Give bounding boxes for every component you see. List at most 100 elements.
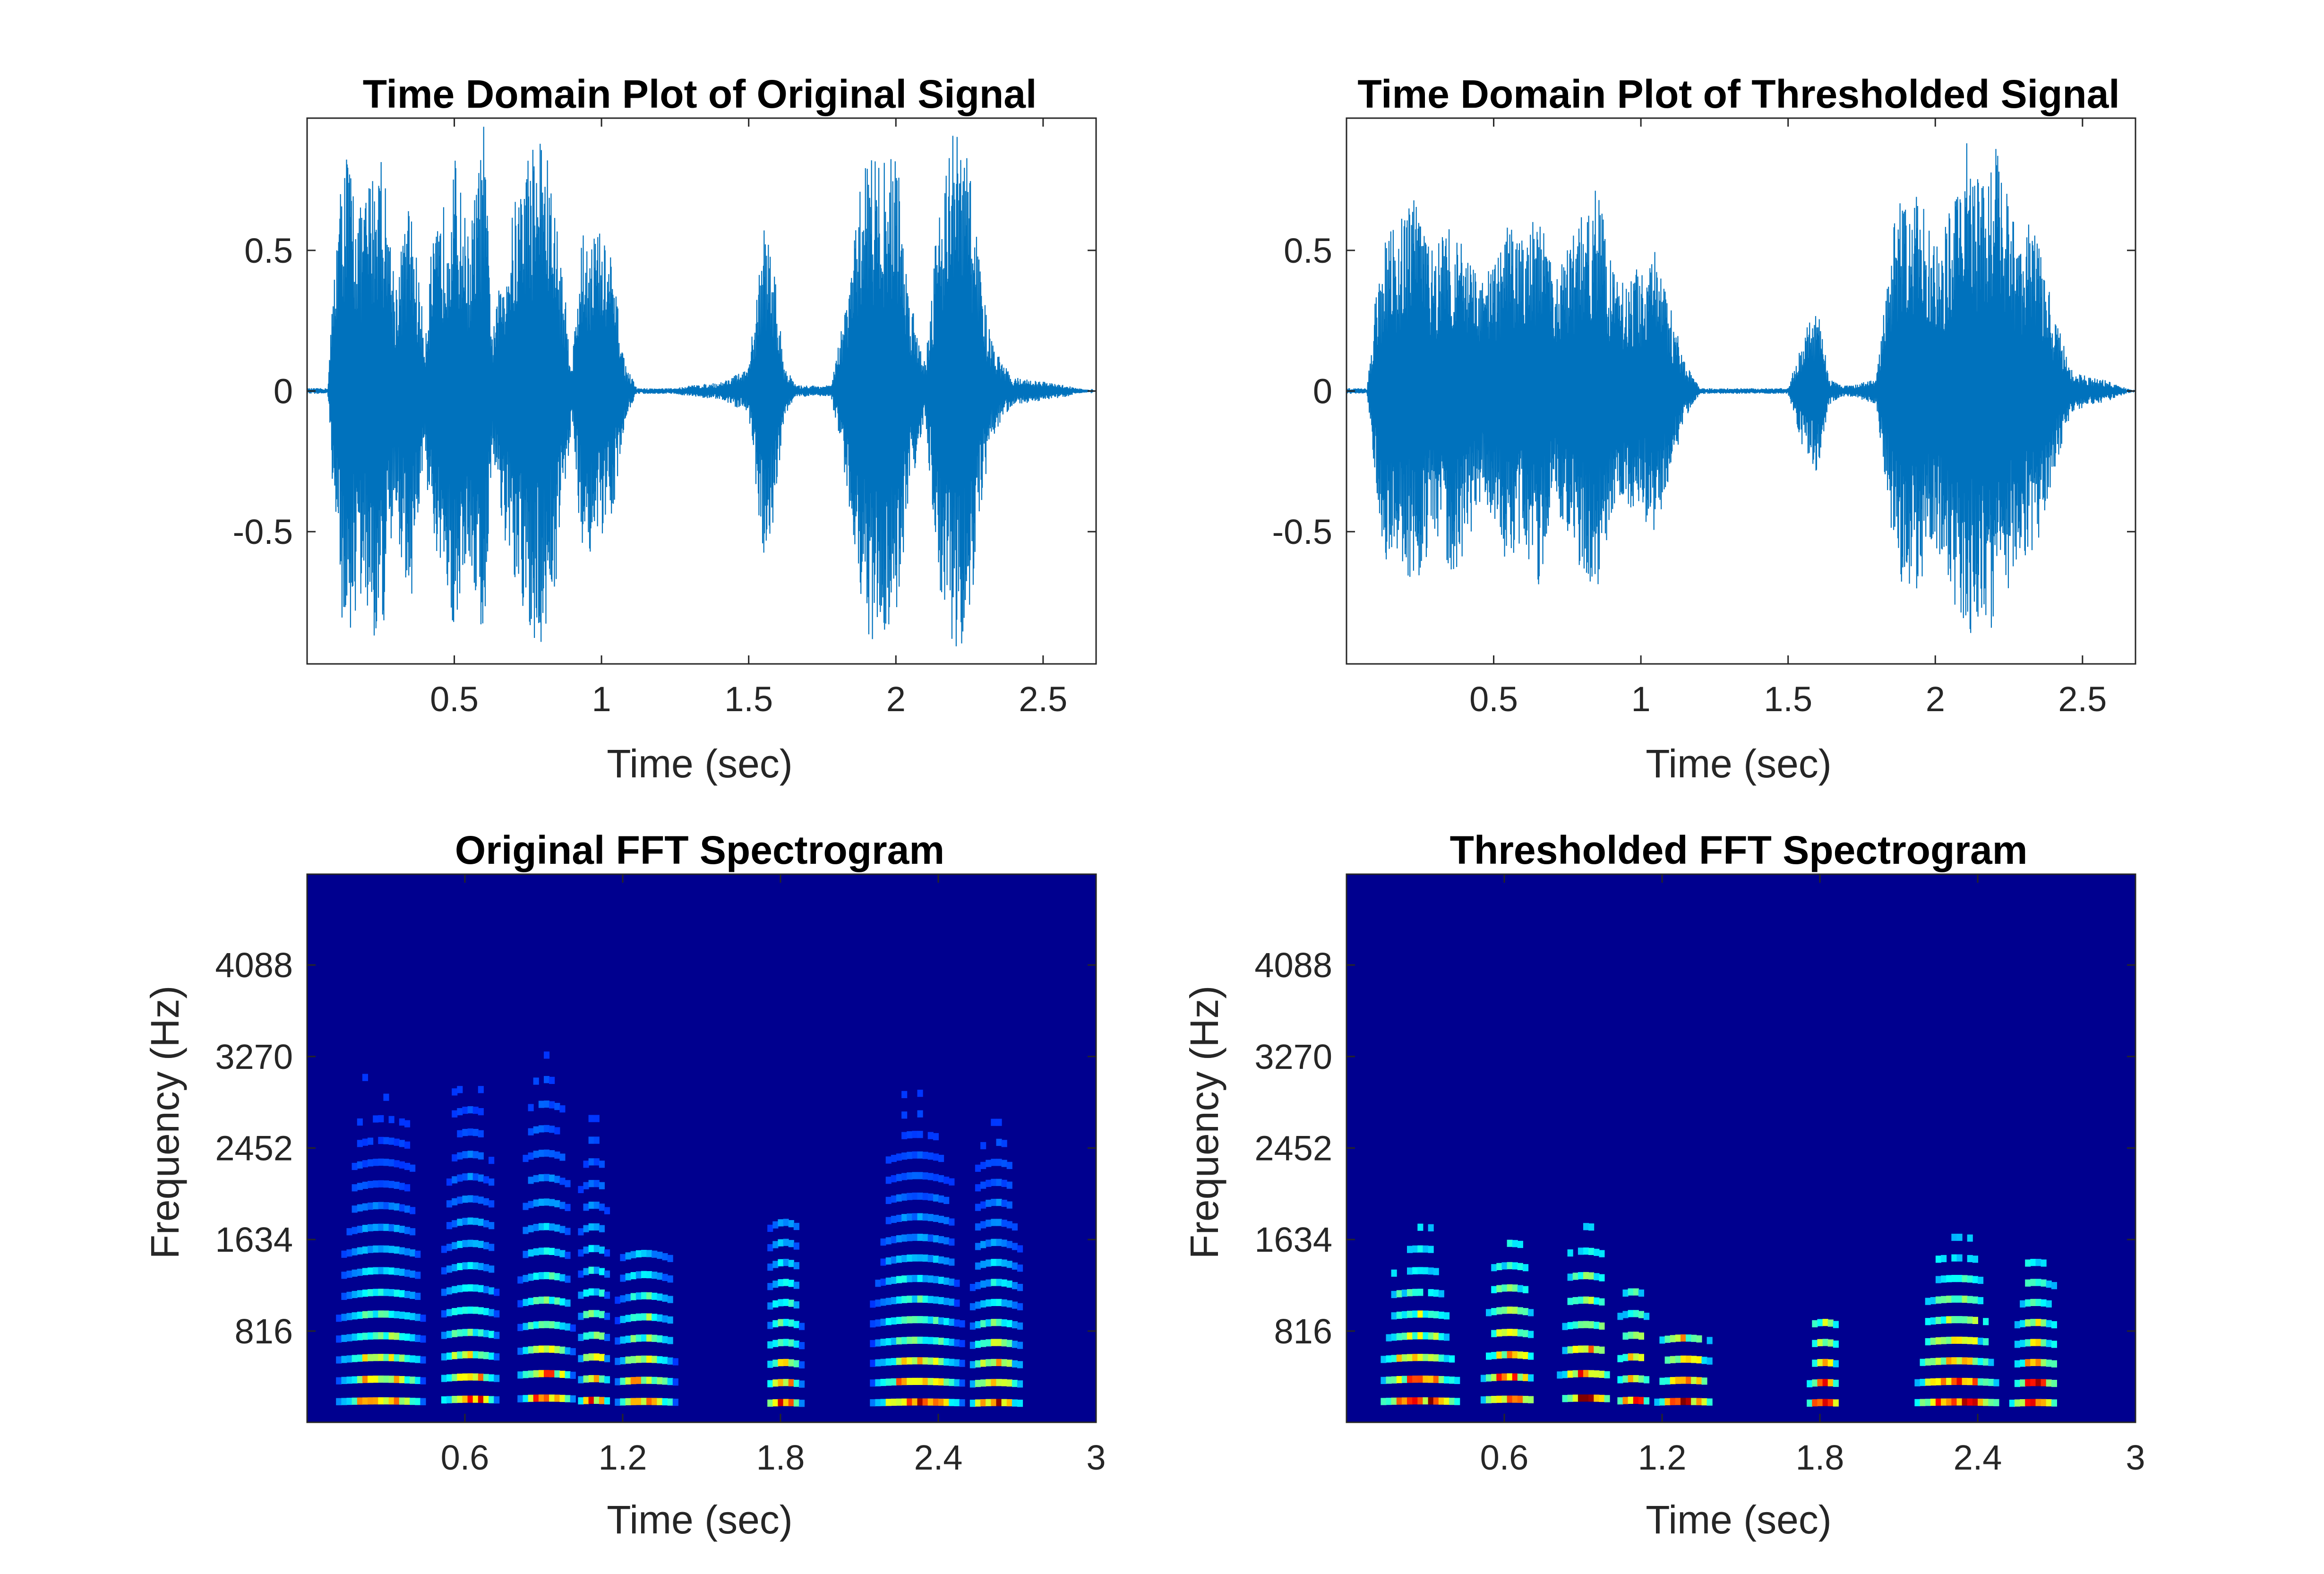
spectrogram-cell [1594, 1322, 1600, 1329]
spectrogram-cell [383, 1397, 389, 1405]
spectrogram-cell [975, 1341, 981, 1348]
y-tick-label: 2452 [1254, 1129, 1332, 1168]
spectrogram-cell [604, 1207, 610, 1214]
spectrogram-cell [896, 1174, 902, 1181]
spectrogram-cell [896, 1398, 902, 1406]
spectrogram-cell [917, 1275, 923, 1282]
spectrogram-cell [907, 1131, 913, 1139]
spectrogram-cell [1925, 1318, 1931, 1325]
spectrogram-cell [483, 1352, 489, 1359]
spectrogram-cell [523, 1203, 529, 1210]
spectrogram-cell [1935, 1398, 1941, 1406]
spectrogram-cell [593, 1310, 600, 1317]
spectrogram-cell [927, 1214, 934, 1221]
spectrogram-cell [933, 1276, 939, 1283]
spectrogram-cell [783, 1239, 789, 1246]
spectrogram-cell [646, 1355, 652, 1363]
spectrogram-cell [523, 1395, 529, 1402]
spectrogram-cell [912, 1233, 918, 1241]
spectrogram-cell [975, 1380, 981, 1387]
spectrogram-cell [452, 1396, 458, 1403]
spectrogram-cell [1951, 1295, 1957, 1303]
spectrogram-cell [583, 1182, 589, 1189]
spectrogram-cell [1983, 1338, 1989, 1346]
spectrogram-cell [1449, 1355, 1455, 1363]
spectrogram-cell [483, 1374, 489, 1381]
spectrogram-cell [478, 1373, 484, 1381]
spectrogram-cell [570, 1324, 576, 1332]
spectrogram-cell [767, 1322, 773, 1329]
spectrogram-cell [799, 1342, 805, 1350]
spectrogram-cell [933, 1378, 939, 1385]
spectrogram-cell [901, 1316, 908, 1324]
spectrogram-cell [1588, 1370, 1595, 1377]
spectrogram-cell [772, 1379, 779, 1387]
spectrogram-cell [599, 1268, 605, 1275]
spectrogram-cell [917, 1110, 923, 1118]
spectrogram-cell [1501, 1373, 1508, 1381]
spectrogram-cell [1423, 1332, 1429, 1340]
spectrogram-cell [912, 1336, 918, 1344]
spectrogram-cell [1401, 1333, 1407, 1340]
spectrogram-cell [604, 1291, 610, 1299]
spectrogram-cell [1701, 1398, 1707, 1406]
spectrogram-cell [578, 1249, 584, 1257]
spectrogram-cell [494, 1289, 500, 1296]
spectrogram-cell [544, 1247, 550, 1255]
spectrogram-cell [991, 1339, 997, 1346]
spectrogram-cell [1496, 1351, 1502, 1359]
spectrogram-cell [394, 1354, 400, 1362]
spectrogram-cell [410, 1376, 416, 1384]
spectrogram-cell [907, 1316, 913, 1324]
x-tick-label: 0.6 [441, 1438, 489, 1477]
spectrogram-cell [420, 1356, 426, 1364]
spectrogram-cell [991, 1239, 997, 1246]
spectrogram-cell [1017, 1303, 1023, 1310]
spectrogram-cell [357, 1354, 363, 1362]
spectrogram-cell [891, 1337, 897, 1345]
spectrogram-cell [922, 1193, 928, 1200]
spectrogram-cell [593, 1115, 600, 1122]
spectrogram-cell [1935, 1316, 1941, 1324]
spectrogram-cell [565, 1180, 571, 1187]
spectrogram-cell [1983, 1318, 1989, 1325]
spectrogram-cell [570, 1371, 576, 1379]
x-tick-label: 2 [1926, 679, 1945, 719]
spectrogram-cell [615, 1317, 621, 1325]
spectrogram-cell [446, 1265, 453, 1273]
spectrogram-cell [388, 1289, 394, 1297]
spectrogram-cell [410, 1355, 416, 1363]
spectrogram-cell [1507, 1351, 1513, 1359]
spectrogram-cell [980, 1359, 986, 1367]
spectrogram-cell [1507, 1373, 1513, 1381]
spectrogram-cell [875, 1379, 881, 1386]
spectrogram-cell [383, 1310, 389, 1318]
spectrogram-cell [1517, 1329, 1523, 1337]
spectrogram-cell [383, 1289, 389, 1296]
spectrogram-cell [870, 1399, 876, 1407]
spectrogram-cell [593, 1202, 600, 1209]
spectrogram-cell [1941, 1398, 1947, 1406]
spectrogram-cell [1978, 1337, 1984, 1345]
spectrogram-cell [912, 1213, 918, 1221]
spectrogram-cell [615, 1337, 621, 1345]
spectrogram-cell [388, 1376, 394, 1383]
spectrogram-cell [399, 1204, 405, 1212]
spectrogram-cell [565, 1323, 571, 1331]
spectrogram-cell [1396, 1397, 1402, 1405]
spectrogram-cell [969, 1322, 976, 1330]
spectrogram-cell [383, 1245, 389, 1253]
spectrogram-cell [1401, 1397, 1407, 1405]
spectrogram-cell [793, 1262, 799, 1270]
x-tick-label: 2.4 [1954, 1438, 2002, 1477]
spectrogram-cell [1644, 1376, 1650, 1384]
spectrogram-cell [588, 1353, 594, 1361]
spectrogram-cell [578, 1291, 584, 1299]
spectrogram-cell [559, 1226, 566, 1233]
spectrogram-cell [1588, 1321, 1595, 1329]
spectrogram-cell [346, 1291, 352, 1299]
x-axis-label: Time (sec) [607, 1497, 793, 1542]
spectrogram-cell [549, 1321, 555, 1329]
spectrogram-cell [652, 1250, 658, 1258]
spectrogram-cell [1386, 1398, 1392, 1405]
